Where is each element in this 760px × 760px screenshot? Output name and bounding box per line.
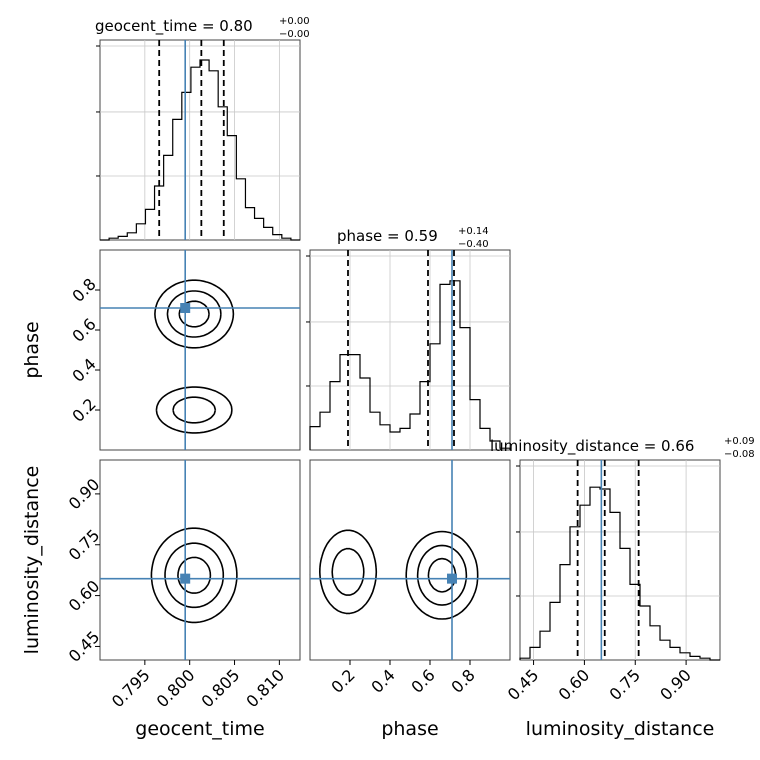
corner-plot: geocent_time = 0.80 +0.00 −0.00 phase = … (21, 16, 755, 740)
